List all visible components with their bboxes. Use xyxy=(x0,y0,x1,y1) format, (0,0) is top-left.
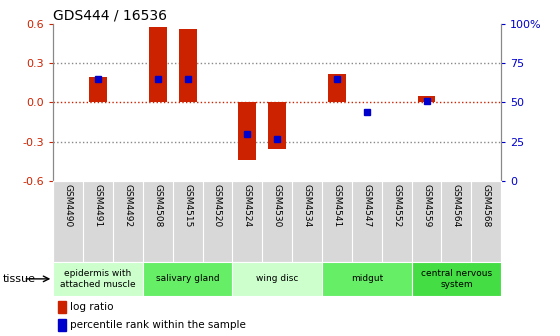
Text: GSM4541: GSM4541 xyxy=(333,184,342,227)
Text: GSM4492: GSM4492 xyxy=(123,184,132,227)
Text: wing disc: wing disc xyxy=(256,275,298,283)
Bar xyxy=(268,102,286,149)
Bar xyxy=(58,300,66,312)
Text: GSM4524: GSM4524 xyxy=(243,184,252,227)
Text: salivary gland: salivary gland xyxy=(156,275,220,283)
Text: log ratio: log ratio xyxy=(70,302,114,311)
Text: tissue: tissue xyxy=(3,274,36,284)
Text: GSM4534: GSM4534 xyxy=(302,184,311,227)
Text: GSM4490: GSM4490 xyxy=(64,184,73,227)
Text: GSM4530: GSM4530 xyxy=(273,184,282,227)
Text: GDS444 / 16536: GDS444 / 16536 xyxy=(53,8,167,23)
Bar xyxy=(89,78,107,102)
Bar xyxy=(328,74,346,102)
Bar xyxy=(418,96,436,102)
Text: midgut: midgut xyxy=(351,275,383,283)
Bar xyxy=(232,262,322,296)
Bar xyxy=(149,28,167,102)
Text: epidermis with
attached muscle: epidermis with attached muscle xyxy=(60,269,136,289)
Text: GSM4515: GSM4515 xyxy=(183,184,192,227)
Text: GSM4491: GSM4491 xyxy=(94,184,102,227)
Bar xyxy=(53,262,143,296)
Text: GSM4559: GSM4559 xyxy=(422,184,431,227)
Text: GSM4547: GSM4547 xyxy=(362,184,371,227)
Text: central nervous
system: central nervous system xyxy=(421,269,492,289)
Bar xyxy=(412,262,501,296)
Text: GSM4568: GSM4568 xyxy=(482,184,491,227)
Text: GSM4564: GSM4564 xyxy=(452,184,461,227)
Bar xyxy=(58,319,66,331)
Bar xyxy=(179,29,197,102)
Text: GSM4552: GSM4552 xyxy=(392,184,401,227)
Bar xyxy=(322,262,412,296)
Text: GSM4508: GSM4508 xyxy=(153,184,162,227)
Text: GSM4520: GSM4520 xyxy=(213,184,222,227)
Text: percentile rank within the sample: percentile rank within the sample xyxy=(70,320,246,330)
Bar xyxy=(143,262,232,296)
Bar xyxy=(239,102,256,160)
